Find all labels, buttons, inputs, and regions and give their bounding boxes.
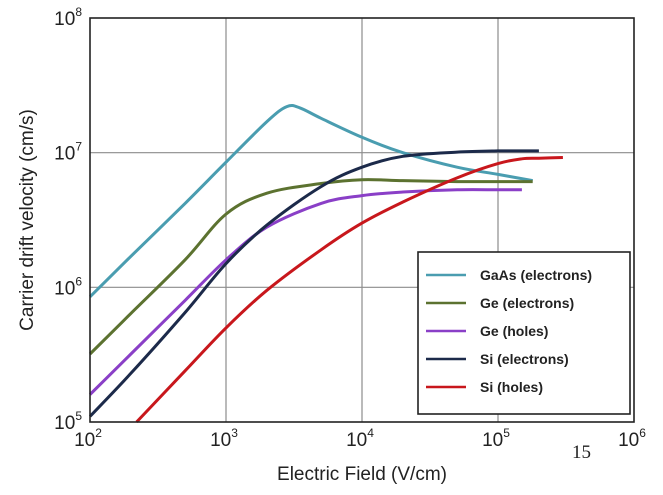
series-line-gaas-electrons <box>88 103 533 298</box>
x-tick-label: 105 <box>482 426 510 451</box>
x-tick-label: 106 <box>618 426 646 451</box>
series-lines <box>88 103 563 424</box>
y-axis-title: Carrier drift velocity (cm/s) <box>17 109 38 331</box>
y-tick-labels: 105 106 107 108 <box>54 5 82 434</box>
legend: GaAs (electrons) Ge (electrons) Ge (holes)… <box>417 251 631 415</box>
x-tick-label: 103 <box>210 426 238 451</box>
legend-entry-label: Si (holes) <box>480 379 543 395</box>
plot-frame <box>89 17 635 423</box>
series-line-si-holes <box>135 156 563 424</box>
x-tick-label: 102 <box>74 426 102 451</box>
legend-entry-label: Ge (holes) <box>480 323 548 339</box>
legend-box <box>417 251 631 415</box>
y-tick-label: 107 <box>54 140 82 165</box>
legend-entry-label: GaAs (electrons) <box>480 267 592 283</box>
x-axis-title: Electric Field (V/cm) <box>277 464 447 485</box>
legend-entry-label: Si (electrons) <box>480 351 569 367</box>
y-tick-label: 108 <box>54 5 82 30</box>
x-tick-label: 104 <box>346 426 374 451</box>
x-tick-labels: 102 103 104 105 106 <box>74 426 646 451</box>
series-line-si-electrons <box>88 149 539 418</box>
page-number: 15 <box>572 442 591 463</box>
legend-entry-label: Ge (electrons) <box>480 295 574 311</box>
series-line-ge-holes <box>88 188 522 396</box>
series-line-ge-electrons <box>88 178 533 356</box>
y-tick-label: 106 <box>54 274 82 299</box>
y-tick-label: 105 <box>54 409 82 434</box>
